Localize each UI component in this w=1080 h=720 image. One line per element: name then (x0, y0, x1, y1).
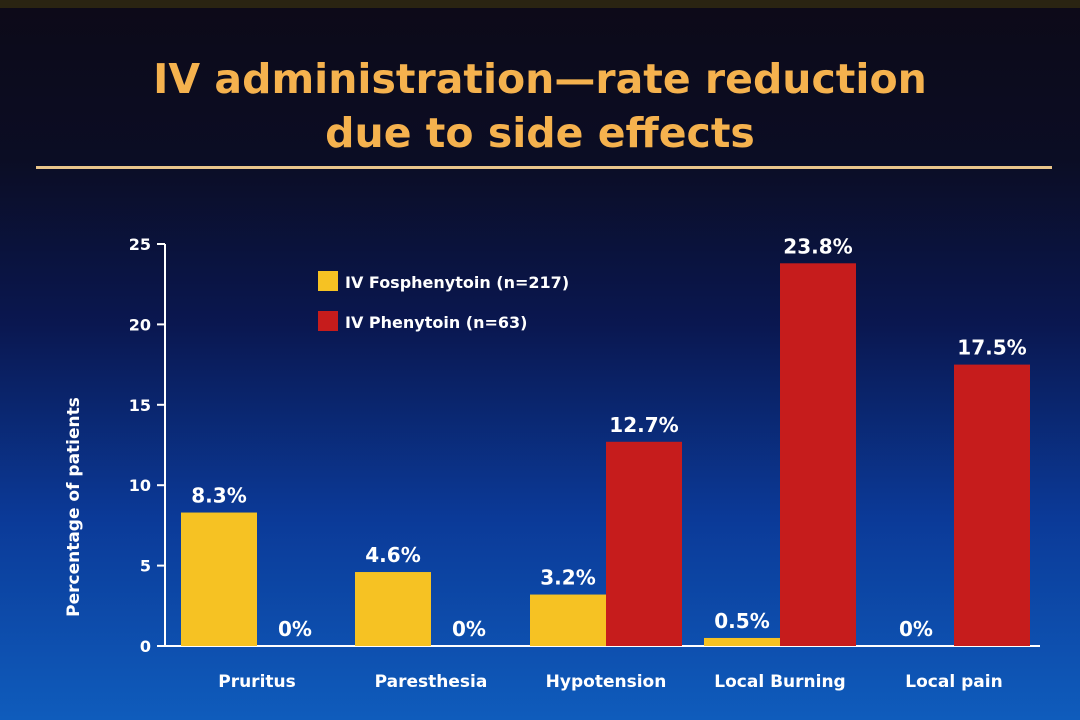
bar-fosphenytoin (355, 572, 431, 646)
y-tick-label: 25 (129, 235, 151, 254)
data-label: 8.3% (191, 484, 246, 508)
data-label: 23.8% (783, 234, 852, 258)
title-divider (36, 166, 1052, 169)
y-tick-label: 0 (140, 637, 151, 656)
data-label: 4.6% (365, 543, 420, 567)
legend-swatch (318, 311, 338, 331)
bar-phenytoin (954, 364, 1030, 646)
bar-fosphenytoin (181, 512, 257, 646)
x-tick-label: Local pain (905, 672, 1002, 692)
x-tick-label: Pruritus (218, 672, 296, 692)
x-tick-label: Hypotension (546, 672, 667, 692)
bar-fosphenytoin (530, 594, 606, 646)
y-axis-title: Percentage of patients (64, 397, 84, 617)
top-strip (0, 0, 1080, 8)
legend-label: IV Phenytoin (n=63) (345, 313, 527, 332)
data-label: 0% (452, 617, 486, 641)
bar-fosphenytoin (704, 637, 780, 646)
data-label: 17.5% (957, 336, 1026, 360)
legend-label: IV Fosphenytoin (n=217) (345, 273, 569, 292)
bar-phenytoin (606, 441, 682, 646)
data-label: 0% (899, 617, 933, 641)
x-tick-label: Paresthesia (375, 672, 488, 692)
data-label: 0.5% (714, 609, 769, 633)
slide-title: IV administration—rate reduction due to … (40, 52, 1040, 160)
y-tick-label: 10 (129, 476, 151, 495)
y-tick-label: 5 (140, 557, 151, 576)
slide-title-line-2: due to side effects (325, 109, 755, 157)
slide-title-line-1: IV administration—rate reduction (153, 55, 927, 103)
bar-phenytoin (780, 263, 856, 646)
data-label: 3.2% (540, 566, 595, 590)
x-tick-label: Local Burning (714, 672, 845, 692)
y-tick-label: 15 (129, 396, 151, 415)
legend-swatch (318, 271, 338, 291)
y-tick-label: 20 (129, 315, 151, 334)
data-label: 0% (278, 617, 312, 641)
data-label: 12.7% (609, 413, 678, 437)
